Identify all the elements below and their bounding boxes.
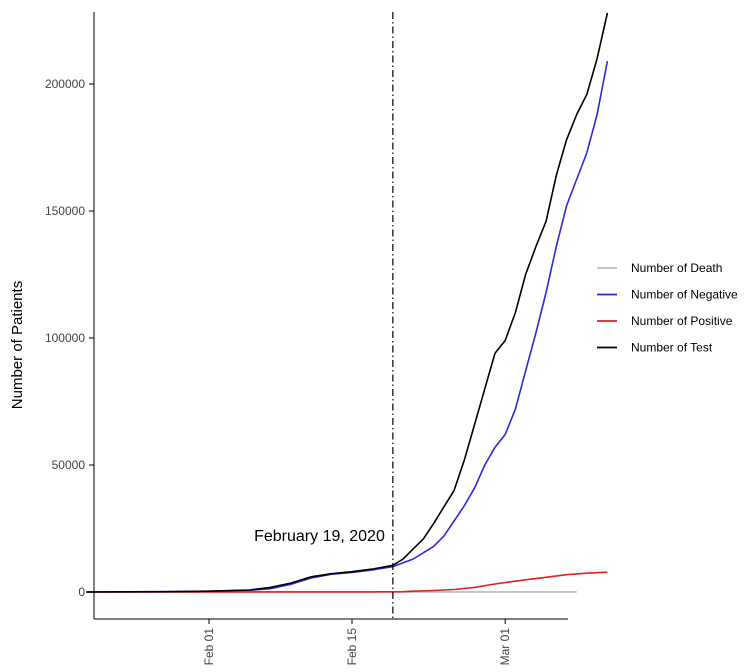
y-ticks: 0 50000 100000 150000 200000 <box>45 77 94 599</box>
series-line-2 <box>86 571 608 593</box>
legend-label-3: Number of Test <box>631 341 713 355</box>
x-ticks: Feb 01 Feb 15 Mar 01 <box>202 619 512 665</box>
legend-label-0: Number of Death <box>631 261 722 275</box>
y-axis-title: Number of Patients <box>9 281 26 409</box>
axes: 0 50000 100000 150000 200000 Feb 01 Feb 15 Mar… <box>45 12 568 665</box>
legend-label-2: Number of Positive <box>631 314 733 328</box>
series-line-1 <box>86 60 609 593</box>
y-tick-label: 0 <box>78 585 85 599</box>
y-tick-label: 150000 <box>45 204 85 218</box>
y-tick-label: 100000 <box>45 331 85 345</box>
y-tick-label: 50000 <box>52 458 86 472</box>
x-tick-label: Feb 15 <box>345 628 359 666</box>
y-tick-label: 200000 <box>45 77 85 91</box>
annotation-label: February 19, 2020 <box>254 528 385 545</box>
legend-label-1: Number of Negative <box>631 288 738 302</box>
plot-lines <box>86 12 609 593</box>
x-tick-label: Feb 01 <box>202 628 216 666</box>
series-line-3 <box>86 12 609 593</box>
legend: Number of Death Number of Negative Number … <box>597 261 738 355</box>
x-tick-label: Mar 01 <box>498 628 512 666</box>
annotation-layer: February 19, 2020 <box>254 12 394 619</box>
